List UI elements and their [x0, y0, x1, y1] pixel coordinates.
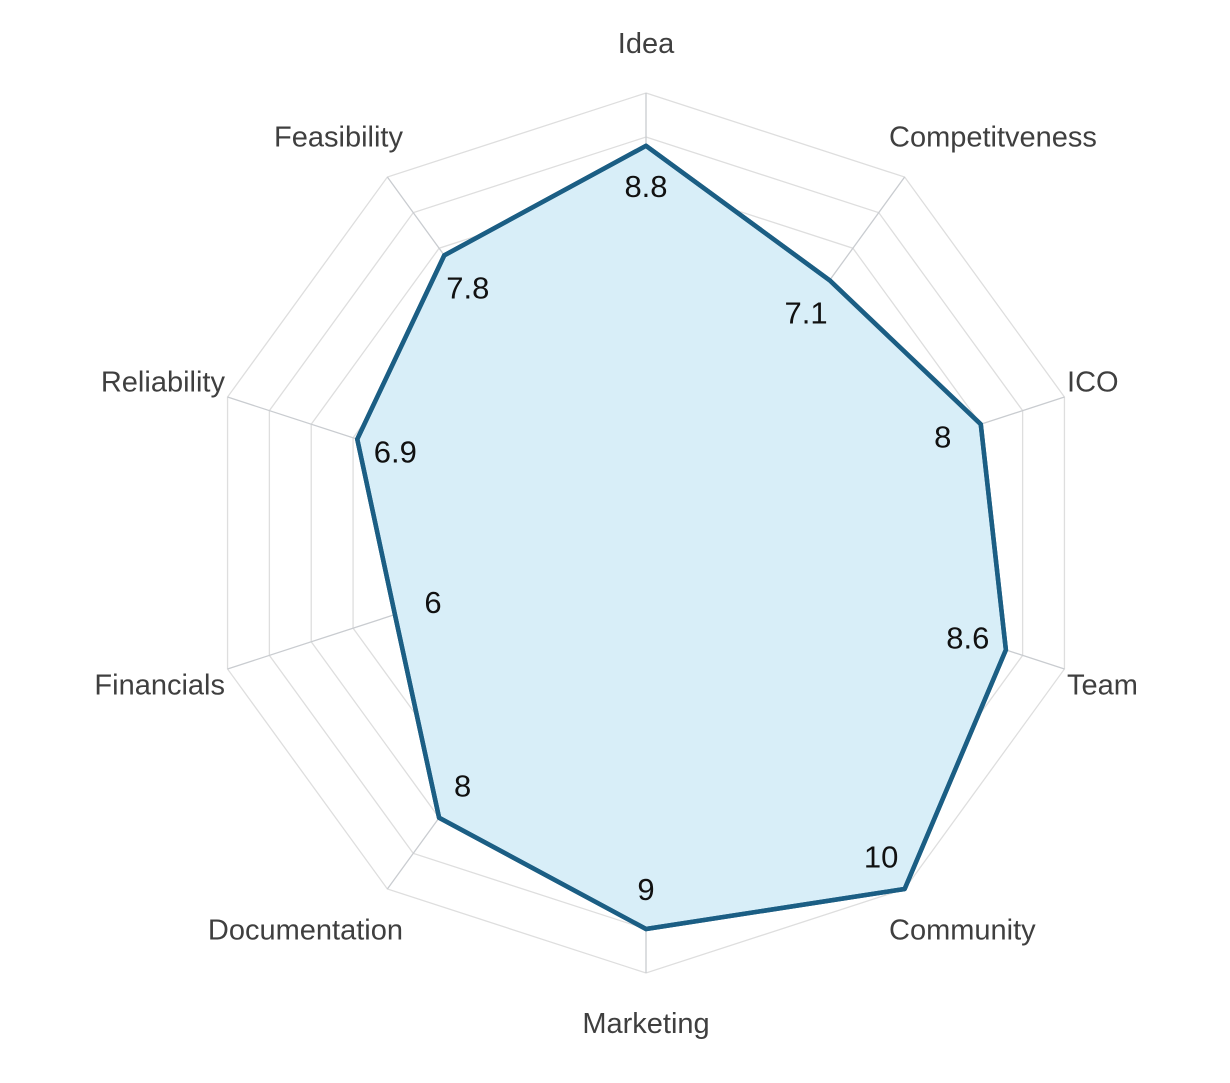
axis-label-team: Team: [1067, 669, 1138, 701]
axis-label-reliability: Reliability: [101, 367, 226, 399]
value-label-feasibility: 7.8: [446, 271, 489, 306]
value-label-competitveness: 7.1: [785, 296, 828, 331]
value-label-documentation: 8: [454, 768, 471, 803]
value-label-financials: 6: [424, 585, 441, 620]
series-outline: [355, 143, 1009, 932]
value-label-ico: 8: [934, 420, 951, 455]
axis-label-competitveness: Competitveness: [889, 122, 1097, 154]
value-label-team: 8.6: [946, 621, 989, 656]
value-label-community: 10: [864, 840, 898, 875]
axis-label-feasibility: Feasibility: [274, 122, 403, 154]
value-label-marketing: 9: [637, 872, 654, 907]
axis-label-community: Community: [889, 914, 1036, 946]
axis-label-ico: ICO: [1067, 367, 1119, 399]
axis-label-layer: Idea Competitveness ICO Team Community Market…: [94, 28, 1138, 1040]
series-area: [355, 143, 1009, 932]
axis-label-financials: Financials: [94, 669, 225, 701]
value-label-layer: 8.8 7.1 8 8.6 10 9 8 6 6.9 7.8: [374, 169, 990, 907]
axis-label-idea: Idea: [618, 28, 675, 60]
value-label-idea: 8.8: [624, 169, 667, 204]
data-layer: [355, 143, 1009, 932]
axis-label-marketing: Marketing: [582, 1008, 709, 1040]
axis-label-documentation: Documentation: [208, 914, 403, 946]
value-label-reliability: 6.9: [374, 435, 417, 470]
